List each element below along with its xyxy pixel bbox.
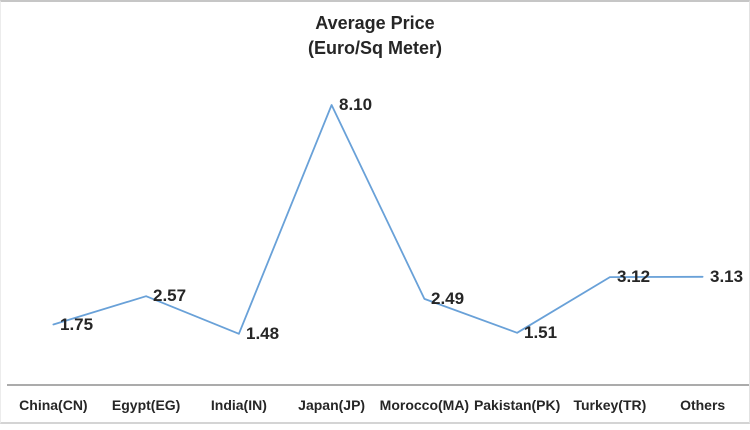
data-label: 2.49 <box>431 289 465 308</box>
category-label: Pakistan(PK) <box>473 397 561 413</box>
chart-subtitle: (Euro/Sq Meter) <box>307 38 442 58</box>
price-line-series <box>52 104 704 335</box>
x-axis-line <box>7 384 749 386</box>
data-label: 3.13 <box>710 267 744 286</box>
category-label: India(IN) <box>210 397 267 413</box>
data-label: 1.48 <box>246 324 280 343</box>
category-label: Egypt(EG) <box>111 397 181 413</box>
data-label: 8.10 <box>339 95 373 114</box>
category-label: Turkey(TR) <box>573 397 647 413</box>
x-axis-labels-group: China(CN) Egypt(EG) India(IN) Japan(JP) Moro… <box>7 396 749 414</box>
category-label: Morocco(MA) <box>379 397 470 413</box>
data-label: 2.57 <box>153 286 187 305</box>
data-label: 1.51 <box>524 323 558 342</box>
data-label: 3.12 <box>617 267 651 286</box>
chart-title: Average Price <box>315 13 435 33</box>
category-label: Japan(JP) <box>298 397 366 413</box>
category-label: Others <box>680 397 726 413</box>
category-label: China(CN) <box>19 397 88 413</box>
data-label: 1.75 <box>60 315 94 334</box>
chart-title-block: Average Price (Euro/Sq Meter) <box>0 11 750 61</box>
